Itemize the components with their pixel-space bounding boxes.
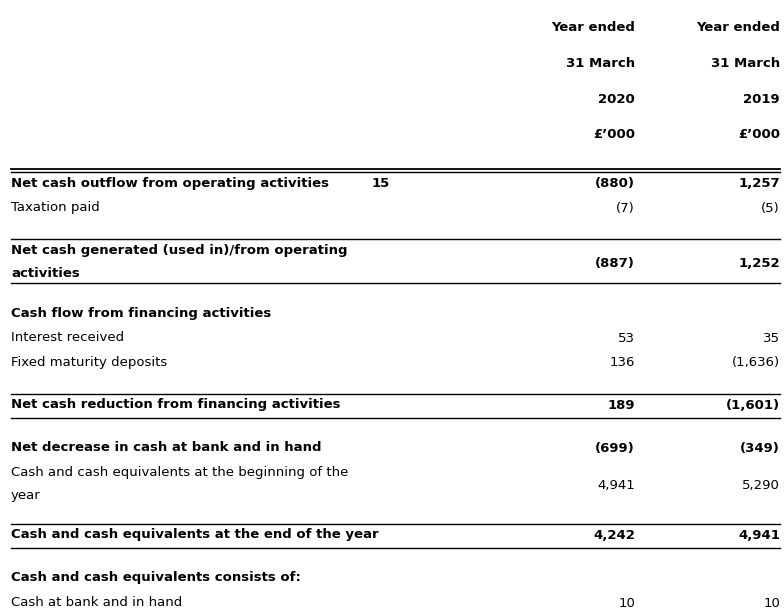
Text: 136: 136 <box>610 356 635 370</box>
Text: 10: 10 <box>618 596 635 610</box>
Text: 53: 53 <box>618 332 635 345</box>
Text: 1,257: 1,257 <box>739 177 780 191</box>
Text: (7): (7) <box>616 202 635 215</box>
Text: activities: activities <box>11 267 80 280</box>
Text: 15: 15 <box>372 177 390 189</box>
Text: Cash and cash equivalents consists of:: Cash and cash equivalents consists of: <box>11 571 301 584</box>
Text: (349): (349) <box>740 442 780 455</box>
Text: (880): (880) <box>595 177 635 191</box>
Text: 4,242: 4,242 <box>593 529 635 543</box>
Text: £’000: £’000 <box>593 128 635 141</box>
Text: (1,636): (1,636) <box>732 356 780 370</box>
Text: Net cash outflow from operating activities: Net cash outflow from operating activiti… <box>11 177 329 189</box>
Text: £’000: £’000 <box>738 128 780 141</box>
Text: (699): (699) <box>595 442 635 455</box>
Text: Cash and cash equivalents at the end of the year: Cash and cash equivalents at the end of … <box>11 528 379 541</box>
Text: 5,290: 5,290 <box>742 479 780 492</box>
Text: 189: 189 <box>608 399 635 413</box>
Text: (1,601): (1,601) <box>726 399 780 413</box>
Text: Net decrease in cash at bank and in hand: Net decrease in cash at bank and in hand <box>11 441 321 454</box>
Text: Interest received: Interest received <box>11 331 124 344</box>
Text: 4,941: 4,941 <box>597 479 635 492</box>
Text: 10: 10 <box>763 596 780 610</box>
Text: (887): (887) <box>595 257 635 270</box>
Text: Cash flow from financing activities: Cash flow from financing activities <box>11 306 271 319</box>
Text: Cash and cash equivalents at the beginning of the: Cash and cash equivalents at the beginni… <box>11 466 348 479</box>
Text: 35: 35 <box>763 332 780 345</box>
Text: Year ended: Year ended <box>696 21 780 34</box>
Text: 2020: 2020 <box>598 93 635 105</box>
Text: Net cash reduction from financing activities: Net cash reduction from financing activi… <box>11 398 340 411</box>
Text: 31 March: 31 March <box>566 57 635 70</box>
Text: Net cash generated (used in)/from operating: Net cash generated (used in)/from operat… <box>11 244 347 257</box>
Text: 2019: 2019 <box>743 93 780 105</box>
Text: Cash at bank and in hand: Cash at bank and in hand <box>11 596 182 609</box>
Text: year: year <box>11 489 41 502</box>
Text: Year ended: Year ended <box>551 21 635 34</box>
Text: Fixed maturity deposits: Fixed maturity deposits <box>11 356 167 368</box>
Text: Taxation paid: Taxation paid <box>11 201 100 214</box>
Text: 4,941: 4,941 <box>739 529 780 543</box>
Text: 1,252: 1,252 <box>739 257 780 270</box>
Text: (5): (5) <box>761 202 780 215</box>
Text: 31 March: 31 March <box>711 57 780 70</box>
